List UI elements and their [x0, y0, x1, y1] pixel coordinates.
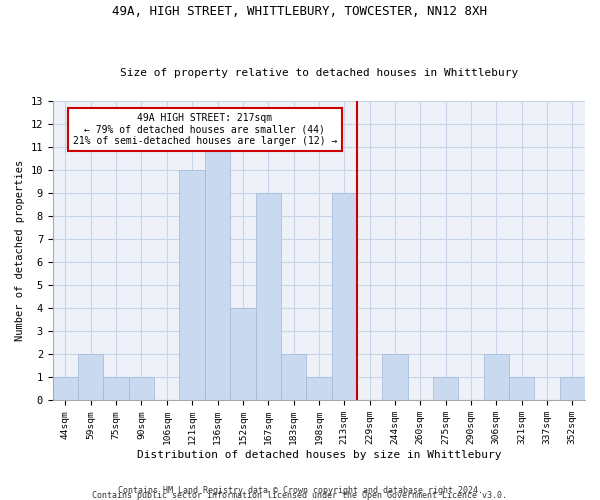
Text: Contains public sector information licensed under the Open Government Licence v3: Contains public sector information licen… [92, 491, 508, 500]
Bar [256, 193, 281, 400]
Bar [509, 377, 535, 400]
Bar [103, 377, 129, 400]
Title: Size of property relative to detached houses in Whittlebury: Size of property relative to detached ho… [120, 68, 518, 78]
Bar [78, 354, 103, 400]
Bar [205, 147, 230, 400]
Bar [560, 377, 585, 400]
Y-axis label: Number of detached properties: Number of detached properties [15, 160, 25, 341]
Bar [306, 377, 332, 400]
Bar [179, 170, 205, 400]
Text: 49A HIGH STREET: 217sqm
← 79% of detached houses are smaller (44)
21% of semi-de: 49A HIGH STREET: 217sqm ← 79% of detache… [73, 112, 337, 146]
Bar [433, 377, 458, 400]
Bar [332, 193, 357, 400]
Bar [53, 377, 78, 400]
Bar [382, 354, 407, 400]
X-axis label: Distribution of detached houses by size in Whittlebury: Distribution of detached houses by size … [137, 450, 501, 460]
Bar [129, 377, 154, 400]
Text: 49A, HIGH STREET, WHITTLEBURY, TOWCESTER, NN12 8XH: 49A, HIGH STREET, WHITTLEBURY, TOWCESTER… [113, 5, 487, 18]
Bar [230, 308, 256, 400]
Text: Contains HM Land Registry data © Crown copyright and database right 2024.: Contains HM Land Registry data © Crown c… [118, 486, 482, 495]
Bar [484, 354, 509, 400]
Bar [281, 354, 306, 400]
